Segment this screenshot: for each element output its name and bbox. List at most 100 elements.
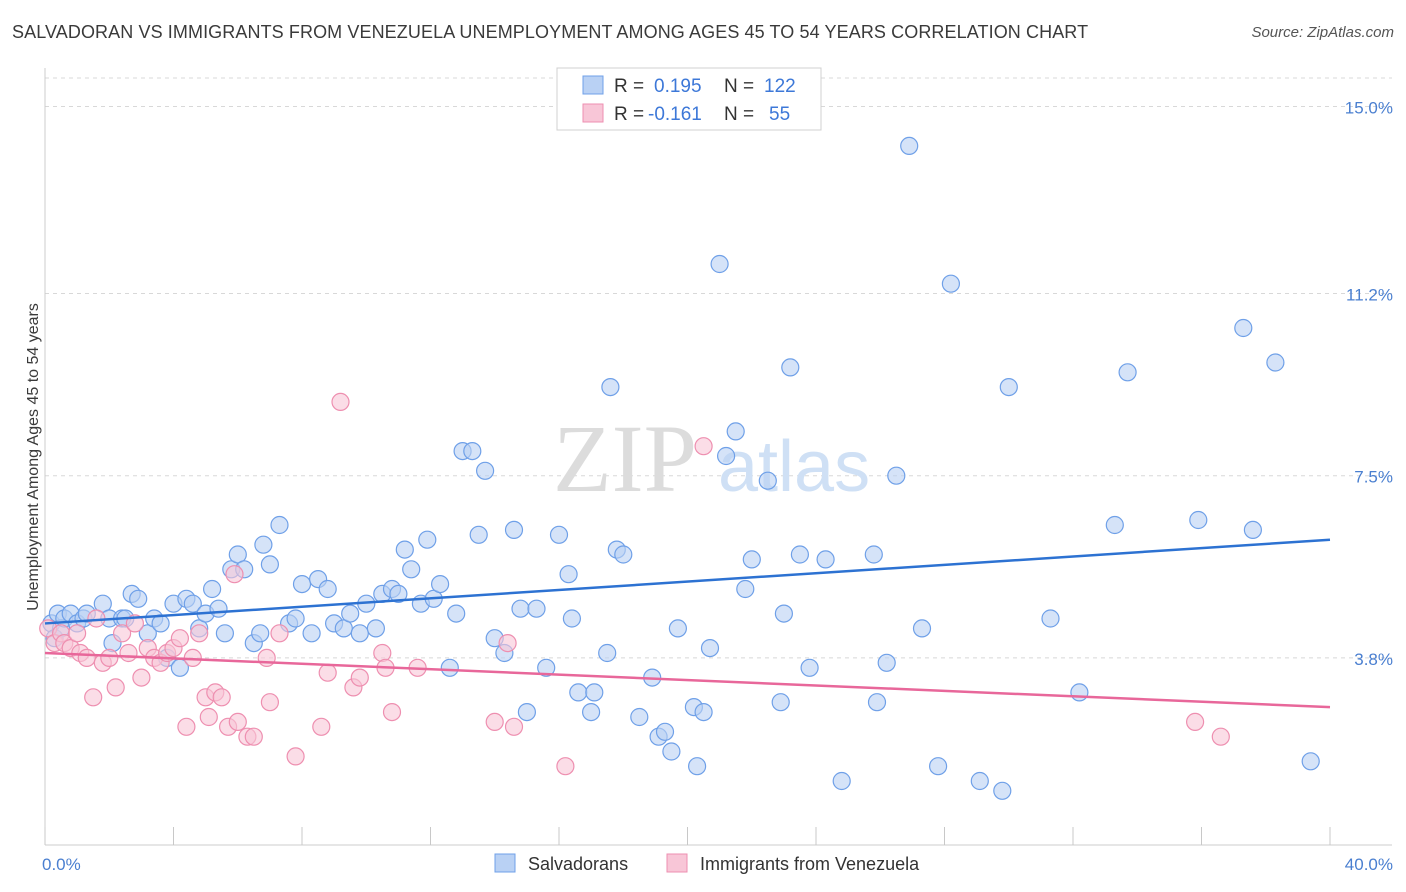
salvadorans-point [270, 515, 289, 535]
salvadorans-point [790, 545, 810, 564]
venezuela-point [318, 663, 337, 682]
salvadorans-point [395, 540, 414, 559]
watermark-zip: ZIP [553, 405, 697, 512]
bottom-legend: Salvadorans Immigrants from Venezuela [494, 853, 920, 874]
salvadorans-point [867, 693, 887, 712]
salvadorans-point [469, 525, 488, 544]
salvadorans-point [129, 589, 148, 608]
legend-r-value-2: -0.161 [648, 104, 702, 125]
salvadorans-point [549, 525, 569, 544]
salvadorans-point [1301, 752, 1320, 771]
bottom-legend-swatch-pink [666, 853, 688, 873]
salvadorans-point [209, 599, 228, 618]
salvadorans-point [402, 560, 421, 579]
venezuela-point [170, 629, 189, 648]
salvadorans-point [710, 254, 729, 274]
salvadorans-point [504, 520, 524, 540]
venezuela-point [199, 707, 218, 727]
salvadorans-point [1118, 363, 1137, 382]
venezuela-point [498, 633, 517, 653]
salvadorans-point [366, 619, 385, 638]
legend-n-value-1: 122 [764, 76, 796, 97]
x-tick-label-min: 0.0% [42, 855, 81, 874]
salvadorans-point [864, 545, 883, 564]
salvadorans-point [431, 574, 450, 594]
venezuela-point [84, 688, 103, 707]
watermark-atlas: atlas [718, 427, 870, 507]
chart-title: SALVADORAN VS IMMIGRANTS FROM VENEZUELA … [12, 22, 1089, 42]
salvadorans-point [1266, 353, 1285, 372]
venezuela-point [112, 624, 132, 643]
watermark: ZIP atlas [553, 405, 870, 512]
salvadorans-point [655, 722, 675, 741]
venezuela-point [331, 392, 350, 411]
salvadorans-point [183, 594, 202, 613]
trend-line-salvadorans [44, 538, 1331, 625]
bottom-legend-salvadorans: Salvadorans [528, 854, 628, 874]
salvadorans-point [601, 378, 620, 397]
salvadorans-point [999, 378, 1018, 397]
venezuela-point [177, 717, 196, 736]
salvadorans-point [559, 565, 578, 584]
salvadorans-point [668, 619, 688, 638]
bottom-legend-swatch-blue [494, 853, 516, 873]
salvadorans-point [687, 757, 707, 776]
bottom-legend-venezuela: Immigrants from Venezuela [700, 854, 920, 874]
y-tick-label: 11.2% [1346, 286, 1393, 305]
salvadorans-point [1070, 683, 1089, 702]
salvadorans-point [260, 555, 279, 574]
trend-line-venezuela [44, 651, 1331, 709]
salvadorans-point [254, 535, 273, 554]
salvadorans-point [887, 466, 906, 485]
venezuela-point [132, 668, 151, 687]
venezuela-point [1211, 727, 1230, 746]
venezuela-point [382, 702, 402, 722]
venezuela-point [694, 437, 713, 456]
salvadorans-point [774, 604, 794, 623]
salvadorans-point [1234, 318, 1253, 338]
y-tick-label: 3.8% [1354, 650, 1393, 669]
venezuela-point [257, 648, 276, 668]
salvadorans-point [726, 422, 745, 441]
legend-swatch-blue [582, 75, 604, 95]
salvadorans-point [447, 604, 466, 623]
salvadorans-point [781, 358, 800, 377]
salvadorans-point [758, 471, 777, 490]
salvadorans-point [302, 624, 321, 643]
source-label: Source: ZipAtlas.com [1251, 24, 1394, 41]
salvadorans-point [292, 574, 312, 594]
salvadorans-point [1041, 609, 1060, 628]
venezuela-point [312, 717, 331, 736]
y-tick-label: 7.5% [1354, 468, 1393, 487]
salvadorans-point [511, 599, 530, 618]
salvadorans-point [569, 683, 588, 702]
salvadorans-point [318, 579, 337, 599]
salvadorans-point [630, 707, 649, 727]
salvadorans-point [928, 757, 948, 776]
salvadorans-point [912, 619, 932, 638]
salvadorans-point [694, 702, 713, 722]
salvadorans-point [1189, 510, 1208, 530]
venezuela-point [225, 565, 244, 584]
salvadorans-point [598, 643, 617, 663]
y-axis-label: Unemployment Among Ages 45 to 54 years [25, 303, 42, 611]
salvadorans-point [970, 771, 989, 791]
venezuela-point [244, 727, 263, 746]
legend-swatch-pink [582, 103, 604, 123]
salvadorans-point [389, 584, 408, 604]
legend-n-value-2: 55 [769, 104, 790, 125]
salvadorans-point [736, 579, 755, 599]
salvadorans-point [476, 461, 495, 480]
venezuela-point [286, 747, 305, 766]
legend-n-label-1: N = [724, 76, 754, 97]
legend-r-value-1: 0.195 [654, 76, 702, 97]
salvadorans-point [418, 530, 437, 549]
salvadorans-point [286, 609, 305, 628]
venezuela-point [373, 643, 392, 663]
trend-lines [44, 538, 1331, 709]
salvadorans-point [700, 638, 720, 658]
venezuela-point [125, 614, 144, 633]
salvadorans-point [581, 702, 601, 722]
salvadorans-point [440, 658, 459, 677]
